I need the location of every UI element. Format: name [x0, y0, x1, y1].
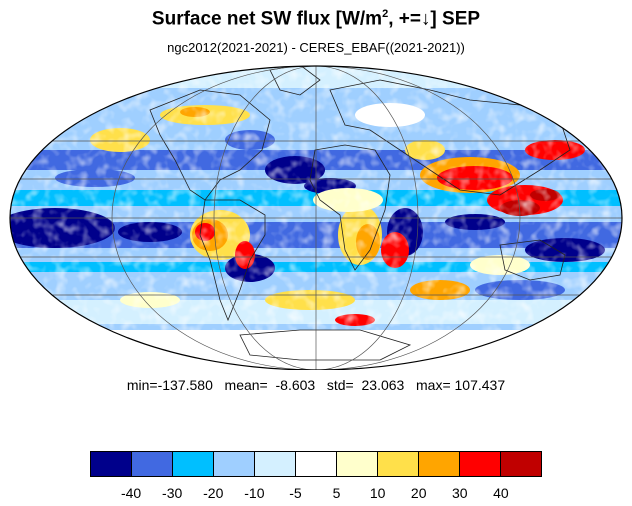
colorbar-swatch: [378, 452, 419, 476]
colorbar-label: 40: [493, 485, 509, 501]
colorbar-swatch: [501, 452, 541, 476]
colorbar-label: 5: [332, 485, 341, 501]
coastlines: [149, 66, 571, 361]
map-border: [9, 65, 623, 370]
colorbar-swatch: [296, 452, 337, 476]
colorbar-swatch: [460, 452, 501, 476]
colorbar-label: -40: [120, 485, 142, 501]
statistics-line: min=-137.580 mean= -8.603 std= 23.063 ma…: [126, 377, 506, 393]
colorbar-label: 30: [452, 485, 468, 501]
colorbar-label: 20: [410, 485, 427, 501]
colorbar-label: 10: [369, 485, 386, 501]
colorbar-label: -20: [203, 485, 224, 501]
colorbar-label: -5: [289, 485, 302, 501]
graticule: [10, 66, 622, 370]
map-subtitle: ngc2012(2021-2021) - CERES_EBAF((2021-20…: [167, 40, 465, 55]
colorbar: [90, 451, 542, 477]
colorbar-swatch: [337, 452, 378, 476]
colorbar-swatch: [255, 452, 296, 476]
colorbar-swatch: [173, 452, 214, 476]
colorbar-swatch: [214, 452, 255, 476]
colorbar-swatch: [132, 452, 173, 476]
colorbar-label: -10: [244, 485, 265, 501]
mollweide-map: [9, 65, 623, 370]
colorbar-swatch: [91, 452, 132, 476]
colorbar-swatch: [419, 452, 460, 476]
colorbar-labels: -40 -30 -20 -10 -5 5 10 20 30 40: [0, 485, 632, 505]
colorbar-label: -30: [162, 485, 183, 501]
map-title: Surface net SW flux [W/m2, +=↓] SEP: [151, 8, 481, 30]
